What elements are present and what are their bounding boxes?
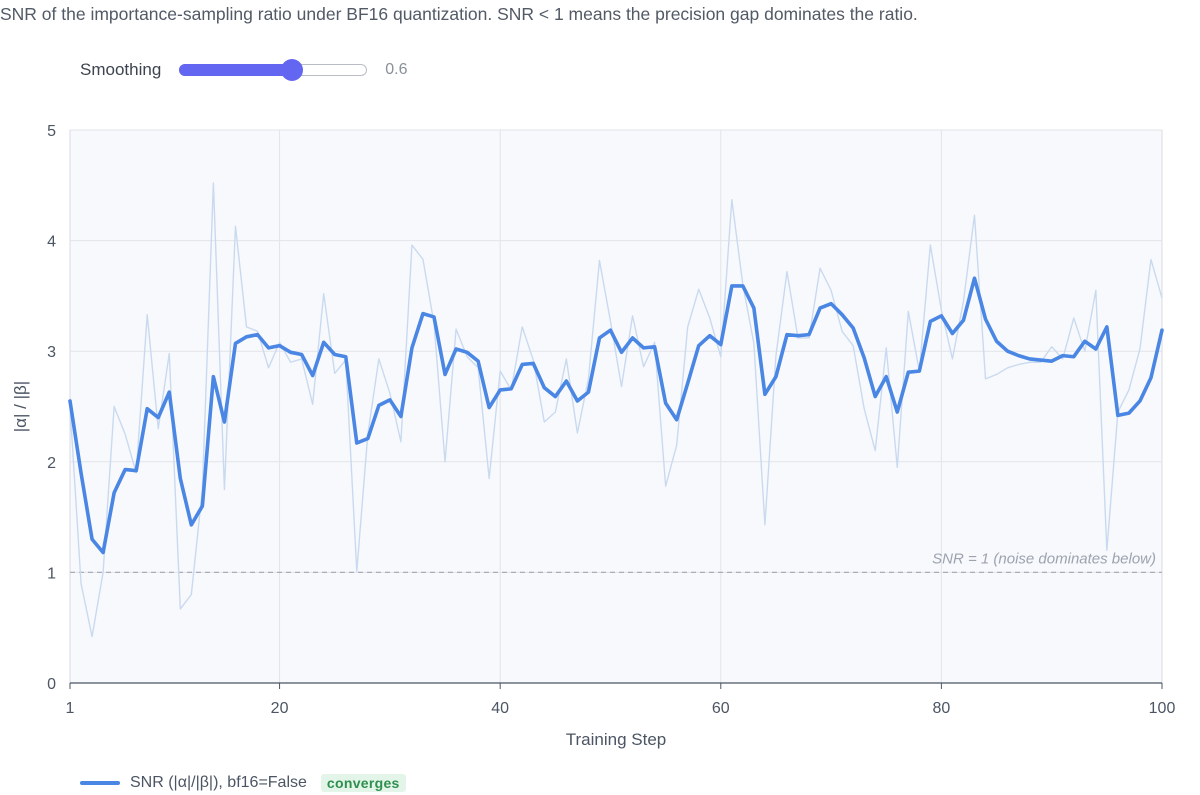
smoothing-value: 0.6 [385, 61, 408, 78]
plot-area [69, 129, 1163, 684]
x-tick-label: 20 [271, 700, 289, 717]
legend-label[interactable]: SNR (|α|/|β|), bf16=False [130, 774, 307, 791]
x-tick-label: 40 [491, 700, 509, 717]
y-tick-label: 2 [47, 455, 56, 472]
x-tick-label: 100 [1149, 700, 1176, 717]
y-axis-label: |α| / |β| [11, 381, 30, 432]
chart-caption: SNR of the importance-sampling ratio und… [0, 4, 918, 24]
x-tick-label: 80 [932, 700, 950, 717]
smoothing-slider-thumb[interactable] [281, 59, 304, 81]
y-tick-label: 0 [47, 676, 56, 693]
chart-legend: SNR (|α|/|β|), bf16=False converges [80, 771, 406, 795]
x-axis-label: Training Step [566, 730, 666, 749]
converges-badge: converges [320, 774, 406, 792]
smoothed-snr-line [68, 276, 1164, 555]
smoothing-control: Smoothing 0.6 [80, 58, 408, 82]
smoothing-label: Smoothing [80, 60, 162, 79]
snr-threshold-label: SNR = 1 (noise dominates below) [932, 550, 1156, 567]
y-tick-label: 3 [47, 344, 56, 361]
y-tick-label: 4 [47, 234, 56, 251]
x-tick-label: 1 [66, 700, 75, 717]
x-tick-label: 60 [712, 700, 730, 717]
smoothing-slider-fill [179, 64, 293, 76]
y-tick-label: 5 [47, 123, 56, 140]
y-tick-label: 1 [47, 565, 56, 582]
smoothing-slider[interactable] [179, 59, 368, 81]
legend-swatch [80, 781, 120, 785]
